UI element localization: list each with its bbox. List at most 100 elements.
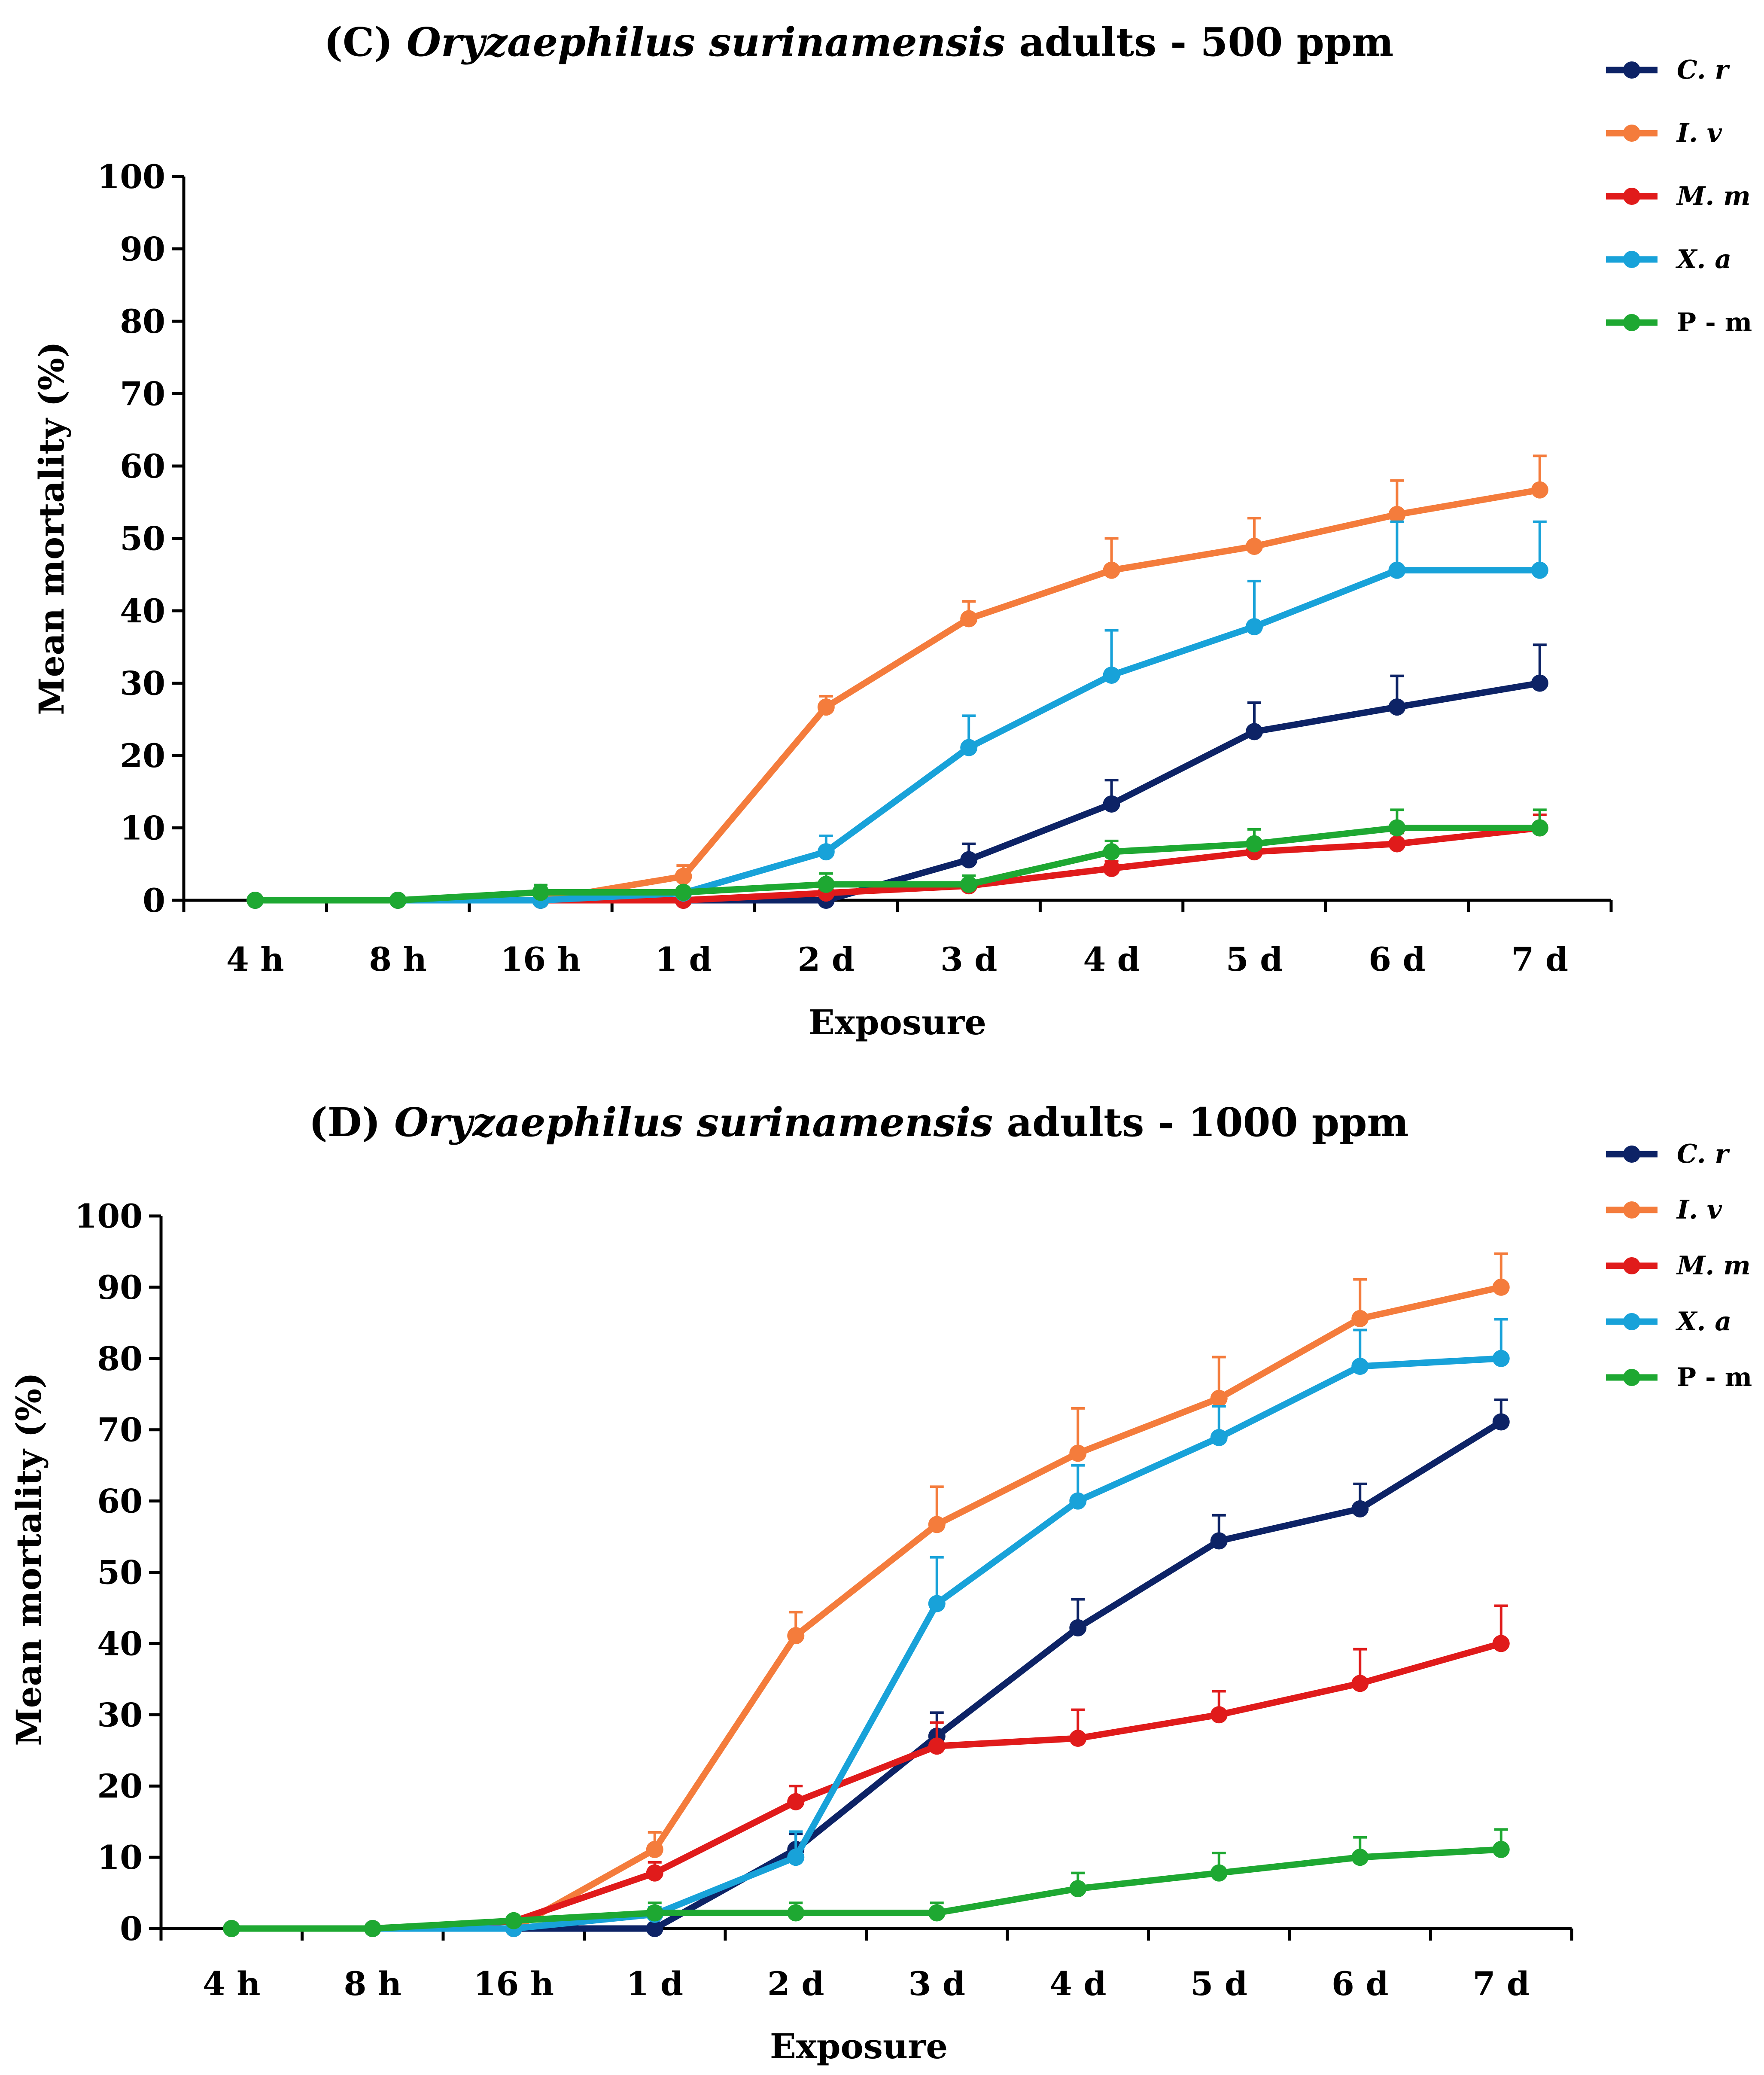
data-point-c-x-a-9 xyxy=(1531,561,1548,579)
data-point-d-c-r-6 xyxy=(1069,1619,1087,1636)
data-point-d-i-v-9 xyxy=(1492,1278,1510,1296)
data-point-c-i-v-7 xyxy=(1246,538,1263,555)
data-point-c-i-v-3 xyxy=(675,868,692,885)
y-tick-label-d-20: 20 xyxy=(97,1767,143,1805)
x-tick-label-c-2-d: 2 d xyxy=(798,940,855,978)
y-tick-label-d-70: 70 xyxy=(97,1411,143,1449)
series-c-c-r xyxy=(246,643,1548,909)
series-d-m-m xyxy=(223,1604,1510,1937)
data-point-c-i-v-4 xyxy=(817,698,835,716)
data-point-c-p-m-3 xyxy=(675,884,692,901)
series-line-c-c-r xyxy=(255,680,1541,904)
legend-marker-d-i-v xyxy=(1623,1201,1640,1219)
legend-label-d-c-r: C. r xyxy=(1677,1139,1730,1169)
y-tick-label-d-80: 80 xyxy=(97,1340,143,1378)
panel-c: (C) Oryzaephilus surinamensis adults - 5… xyxy=(31,19,1752,1042)
data-point-d-i-v-3 xyxy=(646,1840,663,1858)
legend-d: C. r I. v M. m X. a P - m xyxy=(1606,1139,1752,1392)
data-point-d-p-m-9 xyxy=(1492,1840,1510,1858)
x-tick-label-c-8-h: 8 h xyxy=(369,940,427,978)
series-line-c-i-v xyxy=(255,487,1541,904)
legend-label-c-c-r: C. r xyxy=(1677,55,1730,85)
series-line-d-p-m xyxy=(231,1846,1502,1932)
data-point-c-c-r-6 xyxy=(1103,795,1120,813)
data-point-d-m-m-7 xyxy=(1210,1706,1228,1724)
legend-label-c-i-v: I. v xyxy=(1676,118,1722,148)
y-tick-label-d-90: 90 xyxy=(97,1268,143,1307)
x-tick-label-c-5-d: 5 d xyxy=(1226,940,1283,978)
series-c-p-m xyxy=(246,808,1548,909)
x-tick-label-d-5-d: 5 d xyxy=(1191,1965,1247,2003)
series-d-x-a xyxy=(223,1318,1510,1937)
x-tick-label-c-4-h: 4 h xyxy=(226,940,284,978)
series-line-d-c-r xyxy=(231,1419,1503,1932)
x-tick-label-c-1-d: 1 d xyxy=(655,940,712,978)
series-c-i-v xyxy=(246,454,1548,909)
data-point-d-p-m-0 xyxy=(223,1920,240,1937)
data-point-c-i-v-5 xyxy=(960,610,978,628)
y-tick-label-d-100: 100 xyxy=(74,1197,143,1235)
x-tick-label-d-3-d: 3 d xyxy=(909,1965,965,2003)
data-point-c-p-m-6 xyxy=(1103,843,1120,861)
data-point-d-p-m-4 xyxy=(787,1904,805,1922)
x-tick-label-d-2-d: 2 d xyxy=(767,1965,824,2003)
data-point-c-p-m-1 xyxy=(389,892,407,909)
y-tick-label-c-10: 10 xyxy=(120,809,165,847)
y-tick-label-c-20: 20 xyxy=(120,737,165,775)
legend-marker-d-m-m xyxy=(1623,1257,1640,1274)
data-point-d-i-v-7 xyxy=(1210,1389,1228,1407)
data-point-c-x-a-4 xyxy=(817,843,835,861)
data-point-d-m-m-5 xyxy=(928,1737,946,1755)
y-tick-label-c-60: 60 xyxy=(120,447,165,485)
data-point-c-c-r-7 xyxy=(1246,723,1263,740)
data-point-d-p-m-3 xyxy=(646,1904,663,1922)
data-point-c-i-v-9 xyxy=(1531,481,1548,499)
panel-d: (D) Oryzaephilus surinamensis adults - 1… xyxy=(9,1099,1752,2066)
data-point-c-p-m-2 xyxy=(532,884,549,901)
x-tick-label-d-6-d: 6 d xyxy=(1332,1965,1388,2003)
y-tick-label-d-40: 40 xyxy=(97,1624,143,1663)
x-axis-label-d: Exposure xyxy=(770,2026,948,2066)
series-d-c-r xyxy=(223,1399,1510,1937)
x-tick-label-c-3-d: 3 d xyxy=(940,940,997,978)
y-tick-label-c-100: 100 xyxy=(97,158,165,196)
data-point-d-i-v-6 xyxy=(1069,1444,1087,1462)
data-point-d-x-a-7 xyxy=(1210,1429,1228,1446)
x-tick-label-d-7-d: 7 d xyxy=(1473,1965,1530,2003)
data-point-c-p-m-8 xyxy=(1388,819,1406,837)
data-point-c-p-m-0 xyxy=(246,892,264,909)
x-tick-label-d-4-d: 4 d xyxy=(1049,1965,1106,2003)
y-tick-label-c-80: 80 xyxy=(120,302,165,341)
series-line-d-i-v xyxy=(231,1284,1502,1932)
y-axis-label-d: Mean mortality (%) xyxy=(9,1372,49,1746)
data-point-c-c-r-9 xyxy=(1531,674,1548,692)
y-tick-label-d-50: 50 xyxy=(97,1554,143,1592)
data-point-d-m-m-3 xyxy=(646,1864,663,1882)
y-tick-label-c-30: 30 xyxy=(120,664,165,703)
legend-marker-c-p-m xyxy=(1623,314,1640,331)
legend-marker-c-m-m xyxy=(1623,188,1640,205)
data-point-d-p-m-5 xyxy=(928,1904,946,1922)
data-point-c-p-m-7 xyxy=(1246,835,1263,853)
legend-c: C. r I. v M. m X. a P - m xyxy=(1606,55,1752,338)
data-point-d-i-v-5 xyxy=(928,1516,946,1533)
y-tick-label-c-40: 40 xyxy=(120,592,165,630)
chart-title-d: (D) Oryzaephilus surinamensis adults - 1… xyxy=(309,1099,1409,1146)
legend-label-d-p-m: P - m xyxy=(1677,1362,1752,1392)
data-point-d-c-r-8 xyxy=(1351,1500,1369,1517)
data-point-c-m-m-8 xyxy=(1388,835,1406,853)
y-tick-label-c-50: 50 xyxy=(120,520,165,558)
legend-label-c-m-m: M. m xyxy=(1676,181,1751,211)
series-d-i-v xyxy=(223,1252,1510,1937)
data-point-d-x-a-6 xyxy=(1069,1492,1087,1510)
y-tick-label-d-0: 0 xyxy=(120,1910,143,1948)
x-tick-label-d-1-d: 1 d xyxy=(627,1965,683,2003)
data-point-d-m-m-4 xyxy=(787,1793,805,1810)
series-line-c-m-m xyxy=(255,825,1540,904)
x-tick-label-d-4-h: 4 h xyxy=(203,1965,261,2003)
x-axis-label-c: Exposure xyxy=(809,1002,986,1042)
legend-label-d-i-v: I. v xyxy=(1676,1195,1722,1225)
y-tick-label-d-60: 60 xyxy=(97,1482,143,1520)
data-point-d-i-v-4 xyxy=(787,1627,805,1645)
data-point-d-p-m-2 xyxy=(505,1912,523,1929)
